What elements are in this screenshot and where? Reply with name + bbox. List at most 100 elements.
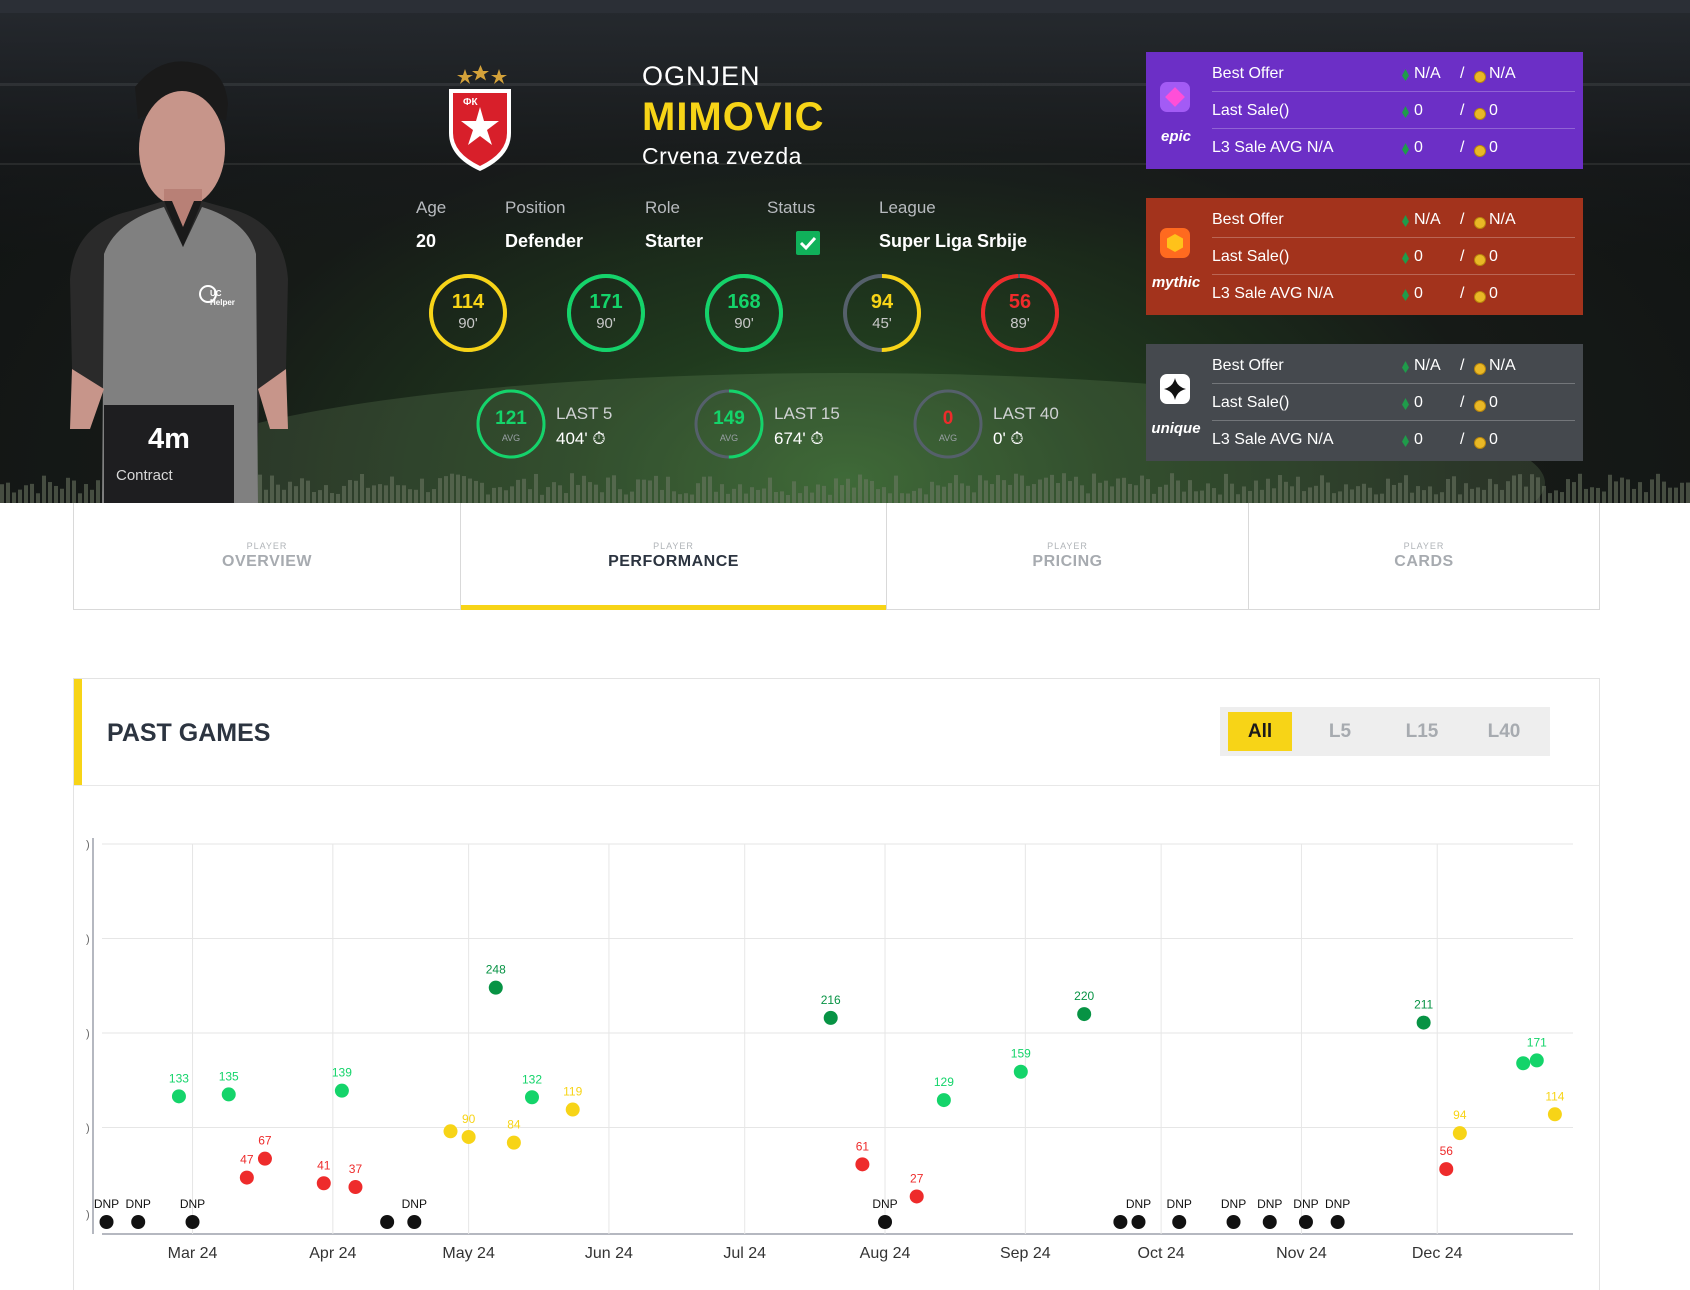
coin-value: 0 (1474, 248, 1498, 266)
wave-bar (30, 483, 34, 503)
eth-icon (1402, 398, 1409, 410)
coin-value: N/A (1474, 357, 1516, 375)
filter-l40-button[interactable]: L40 (1487, 721, 1521, 742)
wave-bar (264, 489, 268, 503)
coin-icon (1474, 71, 1486, 83)
wave-bar (510, 486, 514, 503)
wave-bar (1470, 488, 1474, 503)
wave-bar (60, 488, 64, 503)
wave-bar (738, 484, 742, 503)
wave-bar (1656, 473, 1660, 503)
wave-bar (1074, 476, 1078, 503)
wave-bar (1164, 484, 1168, 503)
row-label: Best Offer (1212, 211, 1284, 228)
wave-bar (948, 483, 952, 503)
wave-bar (660, 489, 664, 503)
wave-bar (648, 480, 652, 503)
coin-value: 0 (1474, 285, 1498, 303)
wave-bar (1326, 482, 1330, 503)
wave-bar (1146, 479, 1150, 503)
wave-bar (1332, 493, 1336, 503)
last-sale-row: Last Sale() 0 / 0 (1212, 92, 1575, 129)
coin-icon (1474, 217, 1486, 229)
wave-bar (1008, 484, 1012, 503)
wave-bar (438, 478, 442, 503)
wave-bar (936, 485, 940, 503)
wave-bar (1026, 485, 1030, 503)
wave-bar (24, 485, 28, 503)
eth-value: 0 (1402, 431, 1423, 449)
contract-value: 4m (148, 423, 190, 455)
avg-minutes: 674' ⏱ (774, 429, 824, 448)
wave-bar (744, 493, 748, 503)
wave-bar (642, 479, 646, 503)
score-ring (843, 274, 921, 352)
avg-value: 0 (942, 408, 954, 429)
wave-bar (972, 492, 976, 503)
tab-label: OVERVIEW (222, 553, 312, 570)
wave-bar (96, 480, 100, 503)
wave-bar (1548, 493, 1552, 503)
wave-bar (1284, 481, 1288, 503)
ring-progress (429, 274, 507, 352)
ring-progress (843, 274, 921, 352)
tab-cards[interactable]: PLAYER CARDS (1249, 503, 1599, 609)
coin-icon (1474, 363, 1486, 375)
wave-bar (1440, 492, 1444, 503)
wave-bar (942, 486, 946, 503)
wave-bar (1152, 493, 1156, 503)
wave-bar (366, 487, 370, 503)
avg-period: LAST 40 (993, 404, 1059, 423)
wave-bar (1086, 493, 1090, 503)
wave-bar (870, 480, 874, 503)
wave-bar (1236, 494, 1240, 503)
wave-bar (72, 480, 76, 503)
tab-pricing[interactable]: PLAYER PRICING (887, 503, 1249, 609)
wave-bar (864, 479, 868, 503)
filter-l5-button[interactable]: L5 (1328, 721, 1352, 742)
filter-l15-button[interactable]: L15 (1405, 721, 1439, 742)
tab-small-label: PLAYER (1047, 541, 1088, 551)
unique-star-icon (1160, 374, 1190, 404)
wave-bar (1212, 488, 1216, 503)
wave-bar (384, 485, 388, 503)
coin-value: 0 (1474, 394, 1498, 412)
svg-text:UC: UC (210, 289, 222, 298)
wave-bar (786, 494, 790, 503)
wave-bar (1596, 487, 1600, 503)
eth-value: 0 (1402, 285, 1423, 303)
wave-bar (1356, 486, 1360, 503)
wave-bar (342, 485, 346, 503)
wave-bar (732, 488, 736, 503)
wave-bar (678, 494, 682, 503)
wave-bar (1416, 486, 1420, 503)
wave-bar (756, 489, 760, 503)
wave-bar (1158, 486, 1162, 503)
l3-sale-avg-row: L3 Sale AVG N/A 0 / 0 (1212, 431, 1498, 449)
wave-bar (1602, 491, 1606, 503)
wave-bar (378, 484, 382, 503)
ring-minutes: 90' (458, 315, 478, 332)
contract-box: 4m Contract (104, 405, 234, 503)
league-label: League (879, 198, 936, 217)
wave-bar (720, 484, 724, 503)
coin-value: N/A (1474, 65, 1516, 83)
wave-bar (1572, 482, 1576, 503)
wave-bar (372, 485, 376, 503)
rarity-name: mythic (1151, 274, 1201, 291)
wave-bar (402, 485, 406, 503)
score-ring (705, 274, 783, 352)
wave-bar (930, 481, 934, 503)
wave-bar (1458, 494, 1462, 503)
coin-value: 0 (1474, 102, 1498, 120)
coin-value: 0 (1474, 431, 1498, 449)
wave-bar (426, 492, 430, 503)
filter-all-button[interactable]: All (1228, 712, 1292, 751)
player-last-name: MIMOVIC (642, 95, 825, 139)
coin-icon (1474, 400, 1486, 412)
tab-performance[interactable]: PLAYER PERFORMANCE (461, 503, 887, 610)
tab-overview[interactable]: PLAYER OVERVIEW (74, 503, 461, 609)
wave-bar (1506, 481, 1510, 503)
wave-bar (1542, 485, 1546, 503)
wave-bar (564, 493, 568, 503)
